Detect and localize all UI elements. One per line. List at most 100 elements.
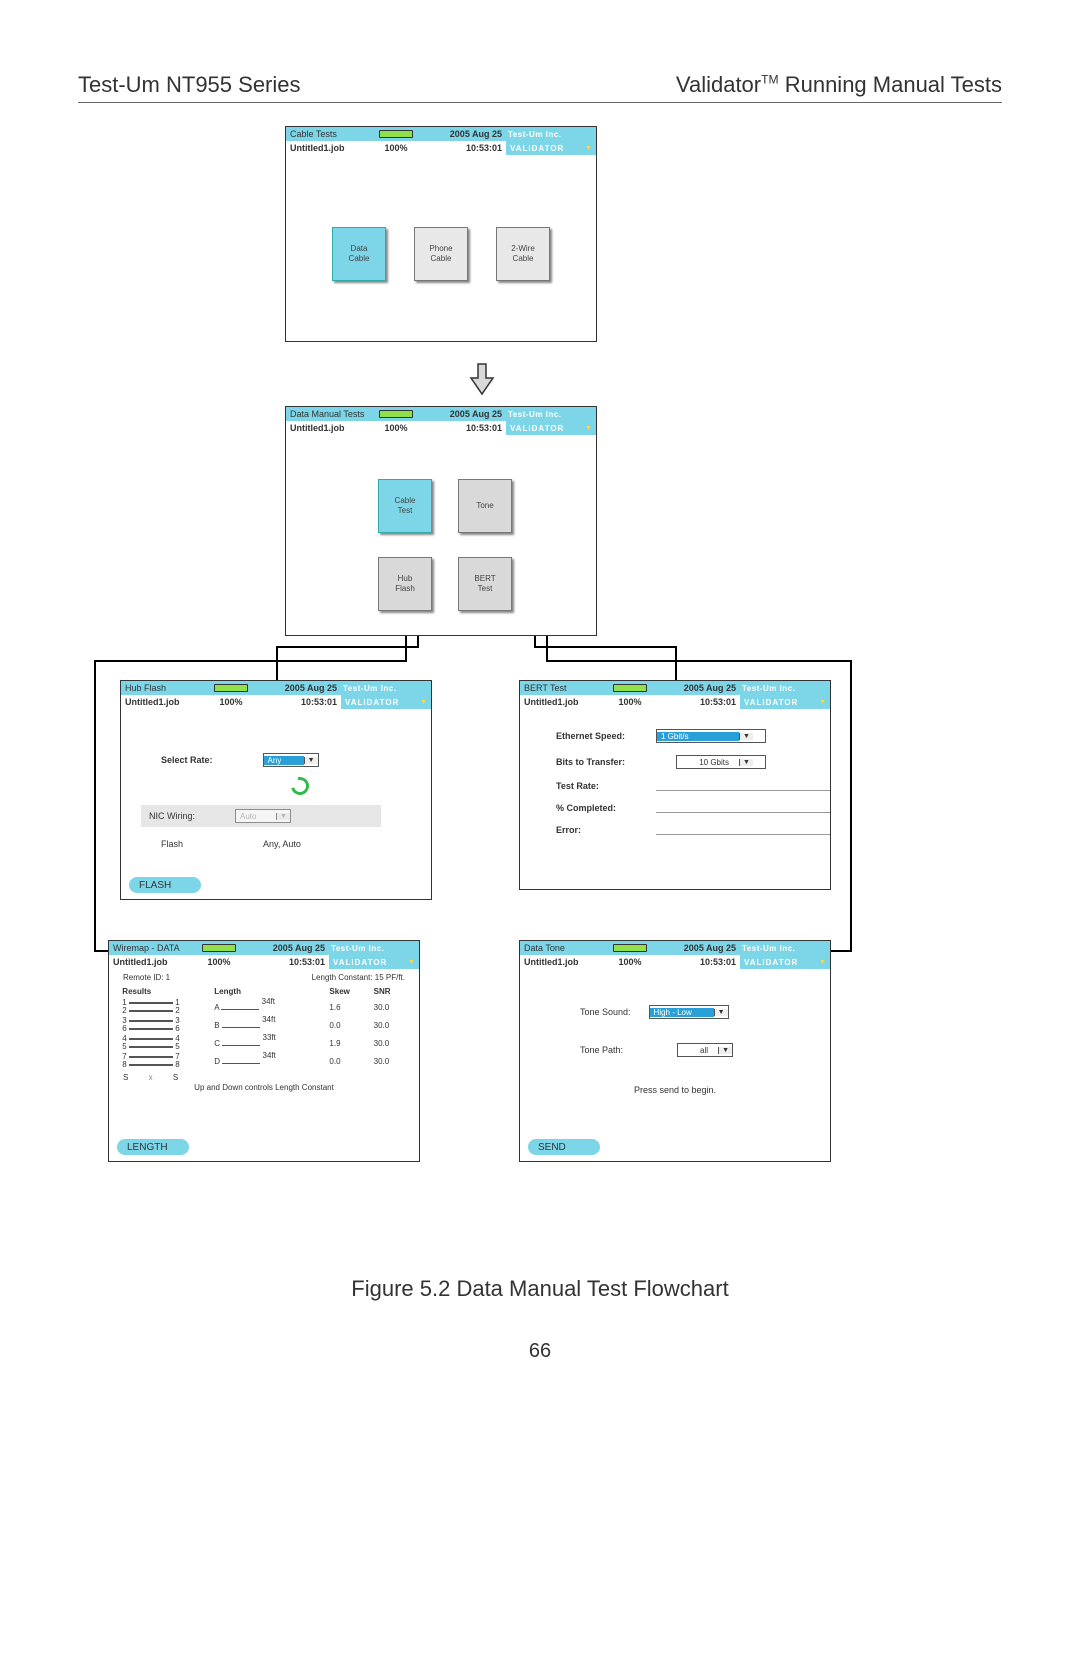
brand-top: Test-Um Inc.: [341, 684, 431, 693]
brand-bottom: VALiDATOR: [506, 421, 596, 435]
date-label: 2005 Aug 25: [419, 129, 506, 139]
tone-sound-dropdown[interactable]: High - Low ▼: [649, 1005, 729, 1019]
col-results: Results: [120, 986, 210, 997]
figure-caption: Figure 5.2 Data Manual Test Flowchart: [0, 1276, 1080, 1302]
job-time: 10:53:01: [242, 957, 329, 967]
titlebar: Data Tone 2005 Aug 25 Test-Um Inc.: [520, 941, 830, 955]
page-header: Test-Um NT955 Series ValidatorTM Running…: [78, 72, 1002, 103]
header-left: Test-Um NT955 Series: [78, 72, 301, 98]
job-pct: 100%: [208, 697, 254, 707]
edge-cabletest-to-wiremap: [94, 660, 96, 950]
edge-hubflash-left2: [276, 646, 419, 648]
job-time: 10:53:01: [419, 143, 506, 153]
table-row: 4 45 5C 33ft1.930.0: [120, 1035, 407, 1051]
brand-bottom: VALiDATOR: [506, 141, 596, 155]
tone-hint: Press send to begin.: [520, 1085, 830, 1095]
edge-tone-to-datatone: [850, 660, 852, 950]
spinner-icon: [288, 774, 313, 799]
error-value: [656, 825, 830, 835]
tone-path-label: Tone Path:: [580, 1045, 623, 1055]
send-softbutton[interactable]: SEND: [528, 1139, 600, 1155]
ethernet-speed-value: 1 Gbit/s: [657, 732, 739, 741]
jobbar: Untitled1.job 100% 10:53:01 VALiDATOR: [520, 695, 830, 709]
jobbar: Untitled1.job 100% 10:53:01 VALiDATOR: [286, 141, 596, 155]
brand-top: Test-Um Inc.: [506, 130, 596, 139]
date-label: 2005 Aug 25: [653, 943, 740, 953]
btn-2wire-cable[interactable]: 2-Wire Cable: [496, 227, 550, 281]
job-pct: 100%: [373, 423, 419, 433]
screen-data-manual-tests: Data Manual Tests 2005 Aug 25 Test-Um In…: [285, 406, 597, 636]
ethernet-speed-dropdown[interactable]: 1 Gbit/s ▼: [656, 729, 766, 743]
job-pct: 100%: [373, 143, 419, 153]
chevron-down-icon: ▼: [739, 759, 753, 766]
brand-top: Test-Um Inc.: [506, 410, 596, 419]
pct-completed-value: [656, 803, 830, 813]
screen-data-tone: Data Tone 2005 Aug 25 Test-Um Inc. Untit…: [519, 940, 831, 1162]
brand-top: Test-Um Inc.: [740, 944, 830, 953]
btn-hub-flash[interactable]: Hub Flash: [378, 557, 432, 611]
btn-bert-test[interactable]: BERT Test: [458, 557, 512, 611]
tone-sound-label: Tone Sound:: [580, 1007, 631, 1017]
battery-icon: [379, 410, 413, 418]
bits-transfer-dropdown[interactable]: 10 Gbits ▼: [676, 755, 766, 769]
shield-left: S: [123, 1073, 128, 1082]
chevron-down-icon: ▼: [718, 1047, 732, 1054]
battery-icon: [202, 944, 236, 952]
btn-tone[interactable]: Tone: [458, 479, 512, 533]
edge-hubflash-into: [276, 646, 278, 680]
edge-cabletest-left: [94, 660, 407, 662]
job-time: 10:53:01: [653, 957, 740, 967]
battery-icon: [379, 130, 413, 138]
shield-right: S: [173, 1073, 178, 1082]
pct-completed-label: % Completed:: [556, 803, 656, 813]
battery-icon: [613, 944, 647, 952]
titlebar: Cable Tests 2005 Aug 25 Test-Um Inc.: [286, 127, 596, 141]
btn-data-cable[interactable]: Data Cable: [332, 227, 386, 281]
jobbar: Untitled1.job 100% 10:53:01 VALiDATOR: [286, 421, 596, 435]
screen-bert-test: BERT Test 2005 Aug 25 Test-Um Inc. Untit…: [519, 680, 831, 890]
wiremap-footer-note: Up and Down controls Length Constant: [109, 1083, 419, 1092]
job-time: 10:53:01: [419, 423, 506, 433]
col-snr: SNR: [372, 986, 408, 997]
brand-bottom: VALiDATOR: [329, 955, 419, 969]
header-right: ValidatorTM Running Manual Tests: [676, 72, 1002, 98]
titlebar: Data Manual Tests 2005 Aug 25 Test-Um In…: [286, 407, 596, 421]
summary-right: Any, Auto: [263, 839, 301, 849]
jobbar: Untitled1.job 100% 10:53:01 VALiDATOR: [121, 695, 431, 709]
edge-bert-into: [675, 646, 677, 680]
battery-icon: [613, 684, 647, 692]
length-softbutton[interactable]: LENGTH: [117, 1139, 189, 1155]
date-label: 2005 Aug 25: [653, 683, 740, 693]
job-name: Untitled1.job: [121, 697, 208, 707]
jobbar: Untitled1.job 100% 10:53:01 VALiDATOR: [520, 955, 830, 969]
page-number: 66: [0, 1340, 1080, 1363]
btn-phone-cable[interactable]: Phone Cable: [414, 227, 468, 281]
screen-title: Data Tone: [520, 943, 607, 953]
flash-softbutton[interactable]: FLASH: [129, 877, 201, 893]
screen-wiremap: Wiremap - DATA 2005 Aug 25 Test-Um Inc. …: [108, 940, 420, 1162]
brand-bottom: VALiDATOR: [341, 695, 431, 709]
nic-wiring-label: NIC Wiring:: [149, 811, 195, 821]
summary-left: Flash: [161, 839, 183, 849]
wiremap-table: Results Length Skew SNR 1 12 2A 34ft1.63…: [118, 984, 409, 1071]
tone-path-value: all: [678, 1046, 718, 1055]
screen-title: Wiremap - DATA: [109, 943, 196, 953]
tone-sound-value: High - Low: [650, 1008, 714, 1017]
job-name: Untitled1.job: [520, 957, 607, 967]
col-skew: Skew: [327, 986, 369, 997]
col-length: Length: [212, 986, 325, 997]
edge-bert-right2: [534, 646, 675, 648]
select-rate-dropdown[interactable]: Any ▼: [263, 753, 319, 767]
edge-tone-right: [546, 660, 852, 662]
bert-rows: Ethernet Speed: 1 Gbit/s ▼ Bits to Trans…: [520, 729, 830, 835]
btn-cable-test[interactable]: Cable Test: [378, 479, 432, 533]
brand-bottom: VALiDATOR: [740, 955, 830, 969]
bits-transfer-label: Bits to Transfer:: [556, 757, 656, 767]
select-rate-value: Any: [264, 756, 304, 765]
date-label: 2005 Aug 25: [419, 409, 506, 419]
tone-path-dropdown[interactable]: all ▼: [677, 1043, 733, 1057]
remote-id-label: Remote ID: 1: [123, 973, 170, 982]
job-pct: 100%: [607, 957, 653, 967]
brand-top: Test-Um Inc.: [329, 944, 419, 953]
edge-cabletest-into-wiremap: [94, 950, 108, 952]
